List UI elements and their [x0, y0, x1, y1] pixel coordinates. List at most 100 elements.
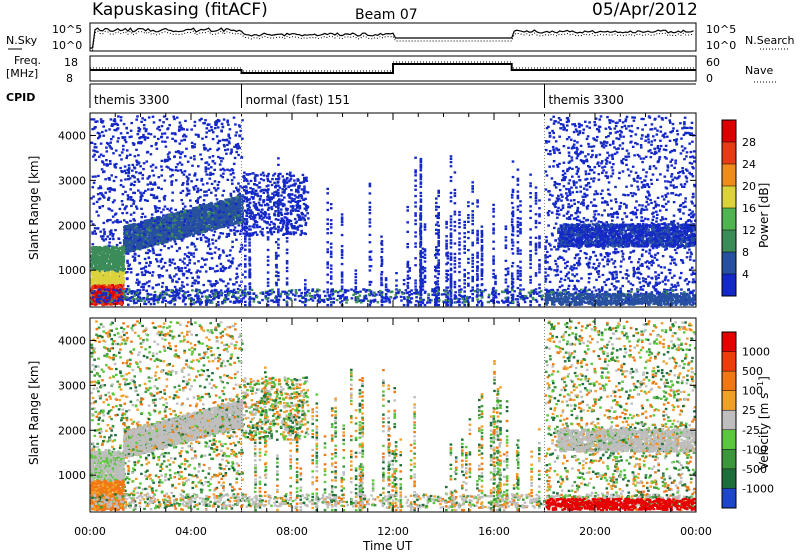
data-cell [685, 155, 688, 158]
data-cell [688, 171, 691, 174]
data-cell [178, 125, 181, 128]
data-cell [380, 260, 384, 263]
data-cell [463, 223, 466, 227]
data-cell [529, 209, 532, 213]
data-cell [248, 259, 251, 262]
data-cell [256, 192, 259, 195]
data-cell [606, 156, 609, 160]
data-cell [248, 233, 252, 236]
data-cell [177, 266, 180, 269]
data-cell [669, 287, 673, 290]
data-cell [233, 232, 236, 235]
data-cell [519, 221, 522, 225]
data-cell [285, 277, 289, 280]
data-cell [273, 194, 276, 197]
data-cell [419, 181, 423, 184]
noise-tick-low-right: 10^0 [706, 39, 736, 52]
data-cell [269, 200, 272, 203]
data-cell [111, 123, 114, 126]
data-cell [142, 191, 145, 195]
data-cell [534, 272, 538, 275]
data-cell [594, 254, 597, 257]
data-cell [593, 166, 597, 169]
data-cell [213, 168, 216, 171]
data-cell [277, 275, 280, 278]
data-cell [647, 284, 650, 287]
data-cell [285, 240, 289, 243]
data-cell [650, 264, 653, 267]
data-cell [414, 257, 417, 260]
data-cell [636, 127, 640, 130]
data-cell [689, 173, 692, 176]
data-cell [638, 258, 641, 261]
data-cell [492, 272, 495, 276]
data-cell [453, 202, 457, 205]
data-cell [155, 283, 158, 287]
data-cell [259, 177, 263, 181]
data-cell [630, 140, 633, 143]
data-cell [204, 263, 207, 266]
data-cell [492, 276, 495, 279]
data-cell [139, 197, 143, 201]
data-cell [193, 282, 197, 285]
data-cell [110, 174, 113, 177]
data-cell [476, 234, 479, 237]
data-cell [529, 303, 532, 307]
data-cell [269, 180, 272, 183]
data-cell [590, 220, 593, 223]
data-cell [667, 200, 670, 203]
data-cell [249, 228, 252, 231]
data-cell [632, 272, 636, 275]
data-cell [285, 269, 289, 273]
data-cell [640, 146, 643, 149]
data-cell [570, 156, 574, 159]
data-cell [205, 302, 209, 305]
data-cell [90, 197, 93, 200]
data-cell [103, 196, 106, 199]
data-cell [419, 255, 423, 258]
data-cell [612, 163, 615, 166]
data-cell [677, 194, 680, 197]
data-cell [656, 213, 659, 216]
data-cell [234, 145, 238, 148]
data-cell [165, 165, 169, 168]
data-cell [423, 248, 427, 251]
data-cell [573, 284, 576, 287]
cpid-segment-label: themis 3300 [94, 93, 169, 107]
data-cell [567, 146, 570, 149]
data-cell [476, 285, 479, 288]
data-cell [149, 153, 153, 156]
data-cell [271, 196, 275, 199]
data-cell [562, 258, 566, 261]
data-cell [206, 149, 210, 152]
data-cell [168, 260, 172, 263]
data-cell [244, 265, 247, 268]
data-cell [615, 210, 619, 214]
data-cell [109, 118, 113, 121]
data-cell [666, 135, 669, 138]
data-cell [463, 294, 466, 297]
data-cell [631, 210, 635, 214]
data-cell [556, 149, 559, 152]
data-cell [235, 272, 239, 275]
data-cell [684, 197, 687, 200]
data-cell [652, 135, 655, 138]
data-cell [99, 230, 102, 233]
data-cell [272, 174, 275, 177]
data-cell [646, 183, 649, 187]
data-cell [589, 201, 593, 204]
data-cell [516, 249, 520, 252]
data-cell [414, 179, 417, 182]
data-cell [255, 224, 259, 227]
freq-panel: Freq. [MHz] 18 8 60 0 Nave [6, 54, 776, 85]
data-cell [670, 259, 674, 262]
data-cell [480, 231, 484, 234]
data-cell [187, 251, 191, 254]
data-cell [266, 203, 270, 207]
data-cell [414, 194, 417, 198]
data-cell [476, 275, 479, 278]
data-cell [664, 148, 668, 152]
data-cell [601, 287, 604, 290]
data-cell [157, 283, 160, 286]
